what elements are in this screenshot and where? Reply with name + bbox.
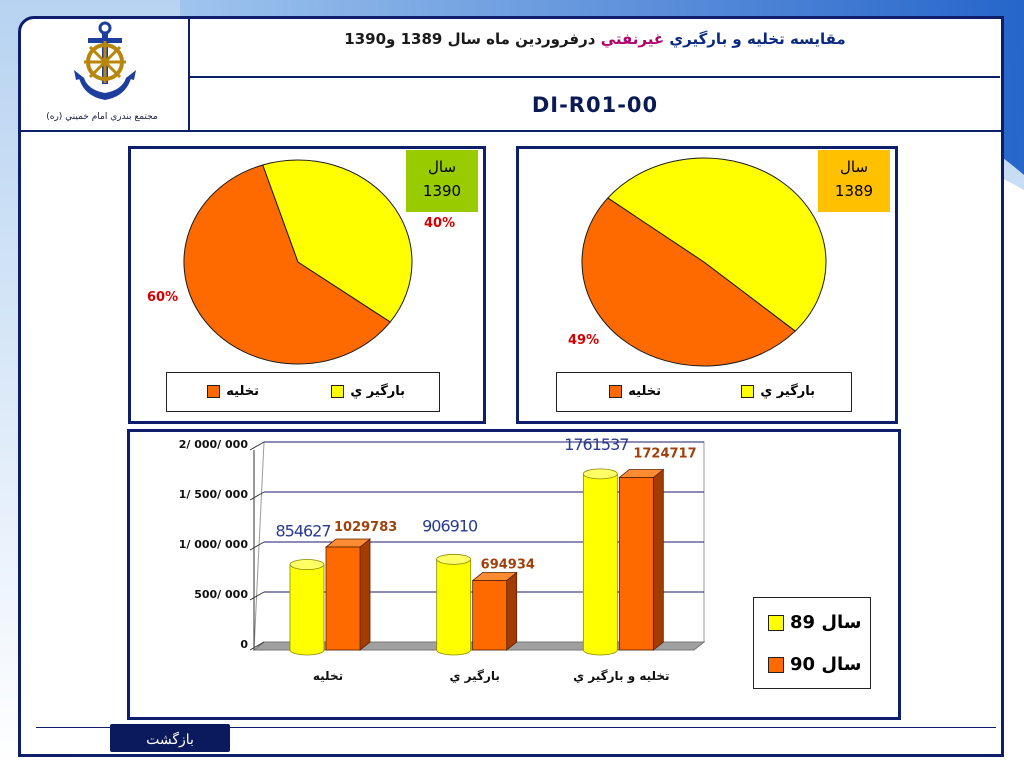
pie-slice-unload bbox=[581, 197, 797, 367]
data-label-series89: 854627 bbox=[275, 522, 330, 541]
bar-series90-front bbox=[472, 580, 508, 651]
bar-chart-panel bbox=[127, 429, 901, 720]
y-tick bbox=[249, 641, 265, 651]
legend-item-series89: سال 89 bbox=[768, 612, 861, 633]
title-part-1: مقايسه تخليه و بارگيري bbox=[669, 30, 846, 48]
data-label-series89: 1761537 bbox=[564, 435, 628, 454]
legend-item-load: بارگير ي bbox=[741, 384, 815, 399]
legend-swatch-unload bbox=[609, 385, 623, 398]
data-label-series90: 1724717 bbox=[633, 447, 696, 462]
pie-chart-1389 bbox=[581, 157, 827, 367]
bar-series90-side bbox=[506, 571, 518, 651]
year-badge-1389: سال 1389 bbox=[818, 150, 890, 212]
bar-series89-body bbox=[289, 564, 325, 656]
y-tick bbox=[249, 491, 265, 501]
title-part-3: درفروردين ماه سال 1389 و1390 bbox=[344, 30, 596, 48]
badge-year-value: 1389 bbox=[834, 182, 874, 200]
y-tick bbox=[249, 591, 265, 601]
y-tick-label: 1/ 000/ 000 bbox=[179, 538, 249, 551]
pie-1390-legend: تخليه بارگير ي bbox=[166, 372, 440, 412]
y-tick-label: 2/ 000/ 000 bbox=[179, 438, 249, 451]
pie-slice-load bbox=[607, 157, 827, 332]
y-tick bbox=[249, 541, 265, 551]
legend-label: بارگير ي bbox=[760, 384, 815, 399]
document-code: DI-R01-00 bbox=[531, 93, 659, 117]
bar-series90-front bbox=[325, 546, 361, 651]
year-badge-1390: سال 1390 bbox=[406, 150, 478, 212]
bar-chart-legend: سال 89 سال 90 bbox=[753, 597, 871, 689]
title-part-2: غيرنفتي bbox=[600, 30, 665, 48]
legend-item-unload: تخليه bbox=[207, 384, 259, 399]
pie-panel-1390 bbox=[128, 146, 486, 424]
legend-label-series90: سال 90 bbox=[790, 654, 862, 675]
back-button[interactable]: بازگشت bbox=[110, 724, 230, 752]
bar-series90-side bbox=[359, 538, 371, 651]
badge-year-value: 1390 bbox=[422, 182, 462, 200]
x-category-label: تخليه و بارگير ي bbox=[573, 669, 669, 684]
header-bottom-divider bbox=[18, 130, 1001, 132]
bar-chart: 0 500/ 000 1/ 000/ 000 1/ 500/ 000 2/ 000/ 0… bbox=[179, 435, 706, 684]
bar-series89-body bbox=[582, 473, 618, 656]
bar-series89-body bbox=[436, 558, 472, 656]
pie-1390-load-pct: 40% bbox=[424, 216, 456, 231]
badge-year-label: سال bbox=[839, 158, 869, 176]
pie-slice-load bbox=[262, 159, 413, 323]
pie-1389-unload-pct: 49% bbox=[568, 333, 600, 348]
pie-chart-1390 bbox=[183, 159, 413, 365]
legend-swatch-series89 bbox=[768, 614, 784, 631]
pie-panel-1389 bbox=[516, 146, 898, 424]
y-tick-label: 0 bbox=[240, 638, 248, 651]
pie-slice-unload bbox=[183, 164, 391, 365]
y-tick-label: 500/ 000 bbox=[194, 588, 248, 601]
page-title: مقايسه تخليه و بارگيري غيرنفتي درفروردين… bbox=[190, 30, 1000, 48]
legend-item-load: بارگير ي bbox=[331, 384, 405, 399]
legend-label: بارگير ي bbox=[350, 384, 405, 399]
bar-series89-top bbox=[289, 559, 325, 570]
bar-series89-top bbox=[582, 468, 618, 480]
legend-swatch-load bbox=[741, 385, 755, 398]
data-label-series90: 694934 bbox=[481, 558, 535, 573]
data-label-series90: 1029783 bbox=[334, 520, 397, 535]
y-tick-label: 1/ 500/ 000 bbox=[179, 488, 249, 501]
legend-item-series90: سال 90 bbox=[768, 654, 861, 675]
bar-series89-top bbox=[436, 553, 472, 565]
badge-year-label: سال bbox=[427, 158, 457, 176]
legend-item-unload: تخليه bbox=[609, 384, 661, 399]
y-tick bbox=[249, 441, 265, 451]
legend-swatch-unload bbox=[207, 385, 221, 398]
x-category-label: تخليه bbox=[313, 669, 343, 683]
bar-series90-front bbox=[618, 477, 654, 651]
legend-label: تخليه bbox=[628, 384, 661, 399]
legend-swatch-load bbox=[331, 385, 345, 398]
legend-swatch-series90 bbox=[768, 656, 784, 673]
pie-1390-unload-pct: 60% bbox=[147, 290, 179, 305]
bar-series90-side bbox=[652, 468, 664, 651]
legend-label: تخليه bbox=[226, 384, 259, 399]
pie-1389-legend: تخليه بارگير ي bbox=[556, 372, 852, 412]
data-label-series89: 906910 bbox=[422, 516, 478, 535]
legend-label-series89: سال 89 bbox=[790, 612, 862, 633]
footer-divider bbox=[36, 727, 996, 728]
anchor-logo-icon bbox=[74, 21, 136, 100]
header-divider bbox=[188, 76, 1000, 78]
x-category-label: بارگير ي bbox=[449, 669, 499, 683]
org-name: مجتمع بندري امام خميني (ره) bbox=[46, 112, 158, 122]
